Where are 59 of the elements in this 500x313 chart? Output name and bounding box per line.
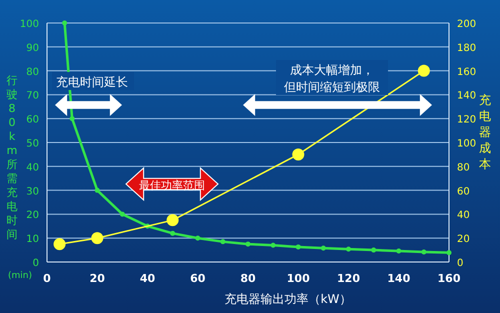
x-tick-label: 60 <box>190 272 206 285</box>
point <box>62 20 68 26</box>
y-tick-label: 20 <box>26 210 39 222</box>
annotation: 但时间缩短到极限 <box>284 80 380 94</box>
point <box>70 116 75 122</box>
point <box>195 236 200 241</box>
x-tick-label: 120 <box>337 272 360 285</box>
y2-tick-label: 80 <box>457 162 470 174</box>
y-tick-label: 100 <box>20 19 39 30</box>
y2-tick-label: 160 <box>457 66 476 78</box>
point <box>54 238 66 250</box>
point <box>166 214 179 226</box>
x-tick-label: 20 <box>90 272 106 285</box>
x-axis-title: 充电器输出功率（kW） <box>224 292 352 306</box>
x-tick-label: 0 <box>43 272 52 285</box>
point <box>246 242 250 247</box>
y-tick-label: 50 <box>26 138 39 150</box>
x-tick-label: 100 <box>286 272 310 285</box>
y-tick-label: 80 <box>26 66 39 78</box>
y-tick-label: 90 <box>26 42 39 54</box>
point <box>170 230 176 236</box>
point <box>220 239 226 244</box>
point <box>346 246 351 252</box>
point <box>421 249 426 254</box>
y2-tick-label: 180 <box>457 42 476 54</box>
annotation: 成本大幅增加， <box>290 63 374 77</box>
point <box>320 246 326 251</box>
y2-tick-label: 120 <box>457 114 476 126</box>
y-tick-label: 40 <box>26 162 39 174</box>
point <box>296 244 301 250</box>
point <box>94 188 100 193</box>
point <box>418 64 430 77</box>
point <box>270 242 276 248</box>
x-tick-label: 160 <box>438 272 461 285</box>
point <box>396 248 402 254</box>
y2-tick-label: 60 <box>457 186 470 198</box>
y2-tick-label: 0 <box>457 258 464 269</box>
y2-tick-label: 200 <box>457 19 476 30</box>
point <box>371 248 376 253</box>
y-tick-label: 0 <box>32 258 39 269</box>
text: (min) <box>8 271 32 281</box>
point <box>446 250 452 256</box>
x-tick-label: 80 <box>240 272 256 285</box>
y2-tick-label: 40 <box>457 210 470 222</box>
y-tick-label: 70 <box>26 90 39 102</box>
x-tick-label: 40 <box>140 272 156 285</box>
point <box>120 212 125 217</box>
point <box>292 148 304 160</box>
annotation: 充电时间延长 <box>56 75 128 89</box>
y-tick-label: 10 <box>26 234 39 246</box>
text: 行驶80km所需充电时间 <box>6 74 18 241</box>
point <box>91 232 104 244</box>
x-tick-label: 140 <box>387 272 411 285</box>
y2-tick-label: 20 <box>457 234 470 246</box>
y2-tick-label: 100 <box>457 138 476 150</box>
y-tick-label: 30 <box>26 186 39 198</box>
y2-axis-title: 充电器成本 <box>479 93 491 171</box>
y-tick-label: 60 <box>26 114 39 126</box>
y2-tick-label: 140 <box>457 90 476 102</box>
